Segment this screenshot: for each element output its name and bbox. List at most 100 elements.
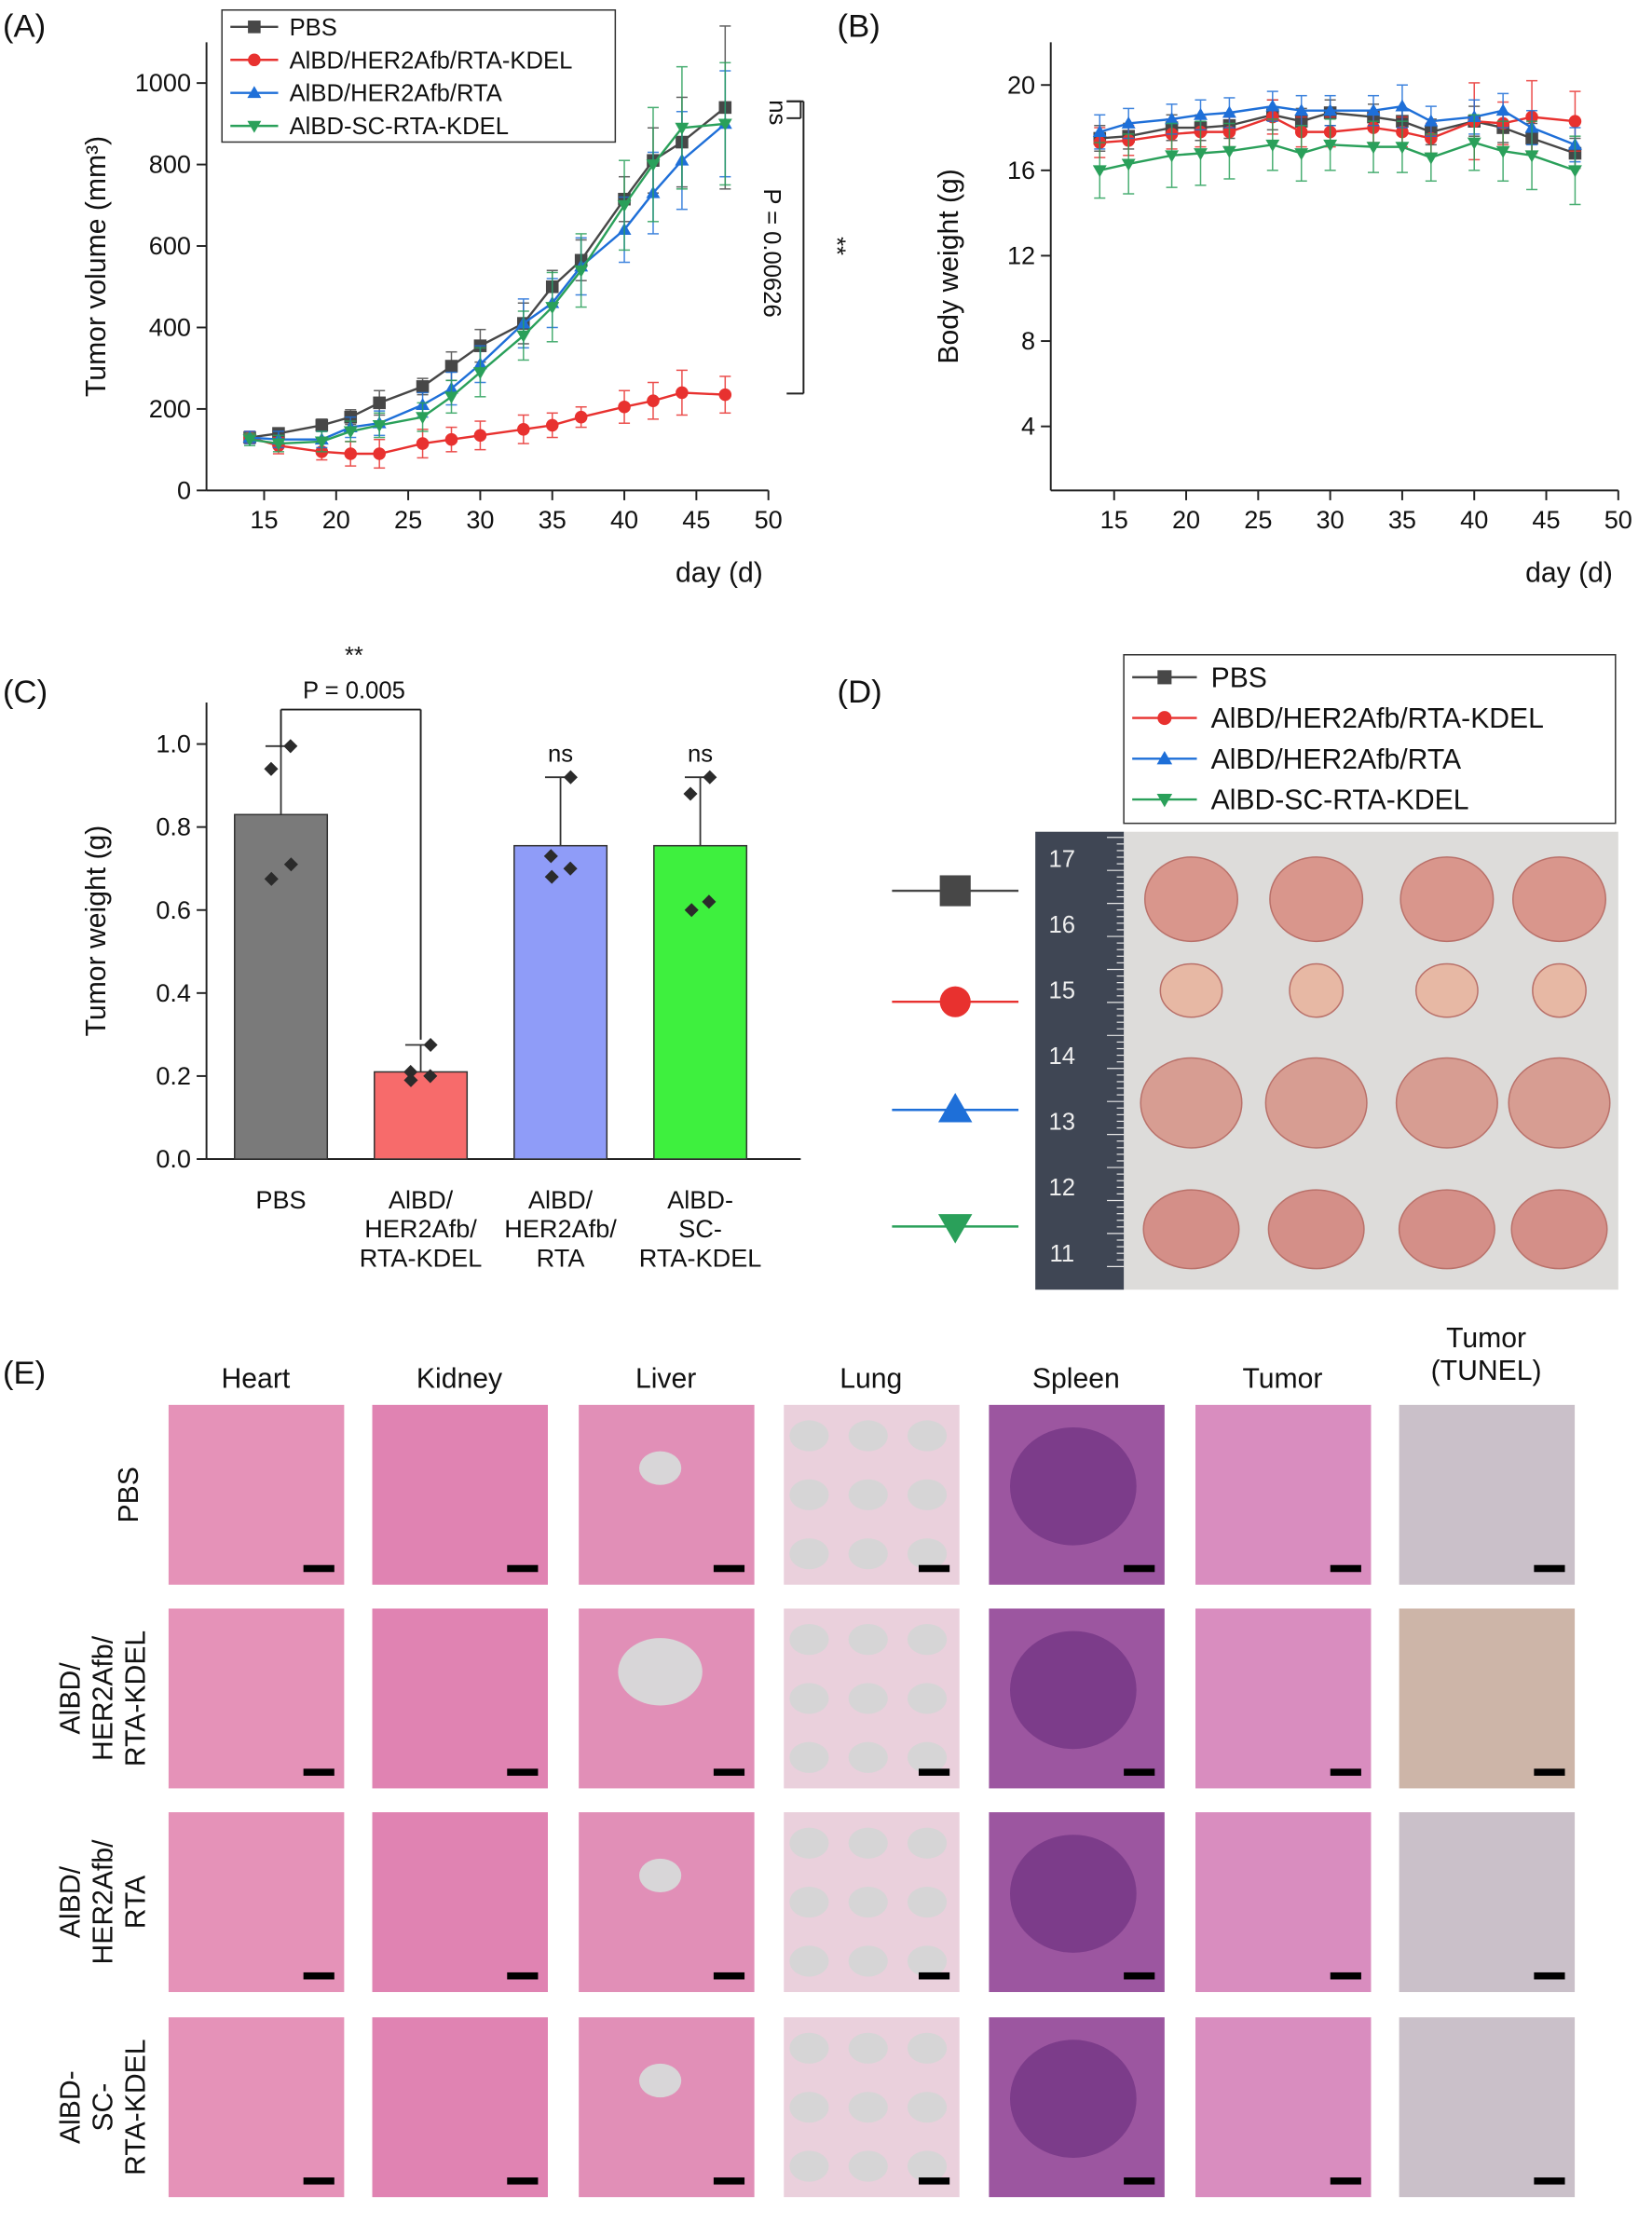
- alveolus: [848, 2032, 888, 2064]
- ruler-label: 13: [1049, 1110, 1076, 1136]
- marker: [574, 265, 589, 278]
- bar: [653, 844, 748, 1160]
- scale-bar: [919, 1972, 950, 1980]
- legend-label: AlBD-SC-RTA-KDEL: [290, 114, 509, 140]
- alveolus: [789, 1683, 829, 1714]
- marker: [516, 330, 531, 343]
- marker: [247, 86, 262, 99]
- alveolus: [907, 1624, 948, 1656]
- x-tick-label: 25: [394, 505, 422, 534]
- marker: [1366, 103, 1381, 116]
- marker: [1323, 139, 1338, 152]
- marker: [702, 894, 717, 909]
- marker: [717, 118, 732, 131]
- alveolus: [789, 2032, 829, 2064]
- vessel: [618, 1638, 703, 1706]
- marker: [403, 1064, 418, 1080]
- scale-bar: [1330, 1972, 1361, 1980]
- histology-image: [168, 1404, 345, 1585]
- scale-bar: [303, 2177, 334, 2185]
- scale-bar: [303, 1972, 334, 1980]
- marker: [617, 199, 632, 212]
- marker: [718, 388, 732, 402]
- marker: [574, 410, 588, 424]
- marker: [684, 903, 699, 918]
- alveolus: [907, 1420, 948, 1452]
- x-tick-label: AlBD/HER2Afb/RTA-KDEL: [360, 1185, 483, 1273]
- alveolus: [848, 1886, 888, 1918]
- alveolus: [789, 1420, 829, 1452]
- annotation: ns: [764, 100, 790, 125]
- x-tick-label: 25: [1244, 505, 1272, 534]
- tumor-photo: [1398, 1189, 1495, 1270]
- follicle: [1010, 1835, 1137, 1953]
- annotation: ns: [548, 741, 573, 767]
- alveolus: [907, 1538, 948, 1570]
- histology-image: [168, 2017, 345, 2198]
- panel-label: (A): [3, 8, 46, 44]
- x-axis-title: day (d): [1525, 557, 1613, 588]
- panel-label: (B): [838, 8, 881, 44]
- legend-label: AlBD/HER2Afb/RTA: [290, 81, 503, 107]
- x-tick-label: 30: [466, 505, 494, 534]
- scale-bar: [713, 1768, 745, 1776]
- alveolus: [789, 2092, 829, 2123]
- marker: [1395, 142, 1410, 155]
- marker: [372, 419, 387, 432]
- histology-image: [1195, 2017, 1372, 2198]
- alveolus: [789, 1827, 829, 1859]
- y-tick-label: 16: [1007, 156, 1035, 184]
- annotation: **: [345, 643, 363, 669]
- scale-bar: [713, 2177, 745, 2185]
- column-header: Kidney: [416, 1364, 503, 1395]
- marker: [472, 367, 487, 380]
- follicle: [1010, 1630, 1137, 1750]
- ruler-label: 16: [1049, 912, 1076, 938]
- histology-image: [372, 1608, 548, 1789]
- alveolus: [848, 1420, 888, 1452]
- alveolus: [789, 1945, 829, 1977]
- tumor-photo: [1508, 1057, 1611, 1149]
- y-tick-label: 0.2: [156, 1061, 191, 1090]
- scale-bar: [507, 2177, 539, 2185]
- alveolus: [848, 1683, 888, 1714]
- y-tick-label: 0.6: [156, 895, 191, 924]
- marker: [1265, 139, 1280, 152]
- row-label: PBS: [114, 1467, 144, 1522]
- scale-bar: [1534, 1972, 1565, 1980]
- marker: [423, 1069, 438, 1084]
- row-label: AlBD/HER2Afb/RTA: [56, 1839, 152, 1965]
- legend-label: AlBD/HER2Afb/RTA-KDEL: [290, 48, 573, 74]
- x-tick-label: AlBD/HER2Afb/RTA: [504, 1185, 617, 1273]
- x-tick-label: 45: [1532, 505, 1560, 534]
- x-tick-label: 40: [610, 505, 638, 534]
- alveolus: [848, 1741, 888, 1773]
- x-tick-label: PBS: [255, 1185, 306, 1214]
- alveolus: [789, 1479, 829, 1510]
- ruler-label: 15: [1049, 978, 1076, 1004]
- alveolus: [907, 2032, 948, 2064]
- column-header: Spleen: [1032, 1364, 1120, 1395]
- tumor-photo: [1414, 962, 1479, 1018]
- alveolus: [789, 1624, 829, 1656]
- ruler: [1035, 831, 1125, 1290]
- marker: [343, 426, 358, 439]
- follicle: [1010, 2040, 1137, 2158]
- x-axis-title: day (d): [676, 557, 763, 588]
- histology-image: [1399, 1608, 1576, 1789]
- marker: [416, 412, 430, 425]
- marker: [1165, 112, 1180, 125]
- column-header: Tumor: [1243, 1364, 1323, 1395]
- panel-label: (E): [3, 1356, 46, 1391]
- marker: [937, 1214, 973, 1244]
- tumor-photo: [1269, 856, 1364, 943]
- y-tick-label: 1.0: [156, 730, 191, 758]
- marker: [543, 849, 558, 864]
- y-axis-title: Body weight (g): [934, 169, 964, 363]
- y-tick-label: 12: [1007, 240, 1035, 269]
- marker: [1294, 148, 1309, 160]
- marker: [473, 429, 487, 443]
- histology-image: [1399, 1812, 1576, 1993]
- marker: [939, 875, 971, 907]
- marker: [314, 436, 329, 449]
